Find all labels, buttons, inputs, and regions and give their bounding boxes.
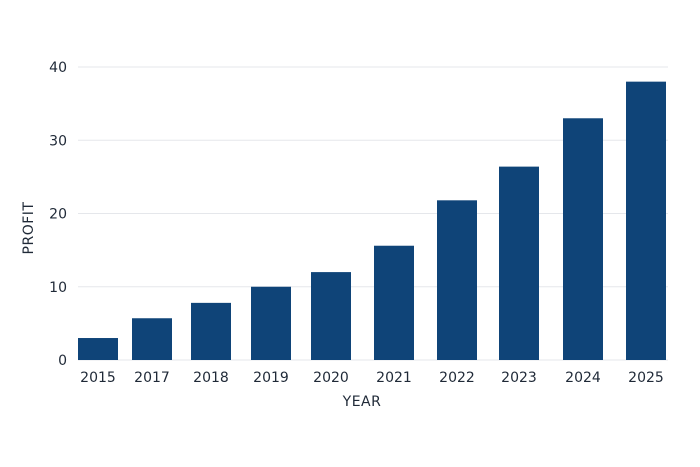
bar-2021 xyxy=(374,245,414,360)
x-tick-label: 2025 xyxy=(628,370,664,386)
x-tick-label: 2019 xyxy=(253,370,289,386)
x-tick-label: 2020 xyxy=(313,370,349,386)
bar-2023 xyxy=(499,166,539,360)
x-tick-label: 2017 xyxy=(134,370,170,386)
bar-2019 xyxy=(251,286,291,360)
y-axis-ticks: 0 10 20 30 40 xyxy=(49,60,67,369)
x-axis-title: YEAR xyxy=(342,394,382,410)
bar-2017 xyxy=(132,318,172,360)
x-tick-label: 2023 xyxy=(501,370,537,386)
bars xyxy=(78,81,666,361)
x-tick-label: 2022 xyxy=(439,370,475,386)
bar-2015 xyxy=(78,338,118,360)
y-tick-label: 30 xyxy=(49,133,67,149)
bar-2024 xyxy=(563,118,603,361)
y-tick-label: 10 xyxy=(49,280,67,296)
y-tick-label: 0 xyxy=(58,353,67,369)
x-tick-label: 2018 xyxy=(193,370,229,386)
bar-2020 xyxy=(311,272,351,360)
bar-2025 xyxy=(626,81,666,361)
x-axis-ticks: 2015 2017 2018 2019 2020 2021 2022 2023 2024 2025 xyxy=(80,370,664,386)
x-tick-label: 2024 xyxy=(565,370,601,386)
y-tick-label: 20 xyxy=(49,207,67,223)
bar-2022 xyxy=(437,200,477,360)
y-axis-title: PROFIT xyxy=(21,202,37,255)
bar-2018 xyxy=(191,302,231,360)
x-tick-label: 2021 xyxy=(376,370,412,386)
y-tick-label: 40 xyxy=(49,60,67,76)
x-tick-label: 2015 xyxy=(80,370,116,386)
